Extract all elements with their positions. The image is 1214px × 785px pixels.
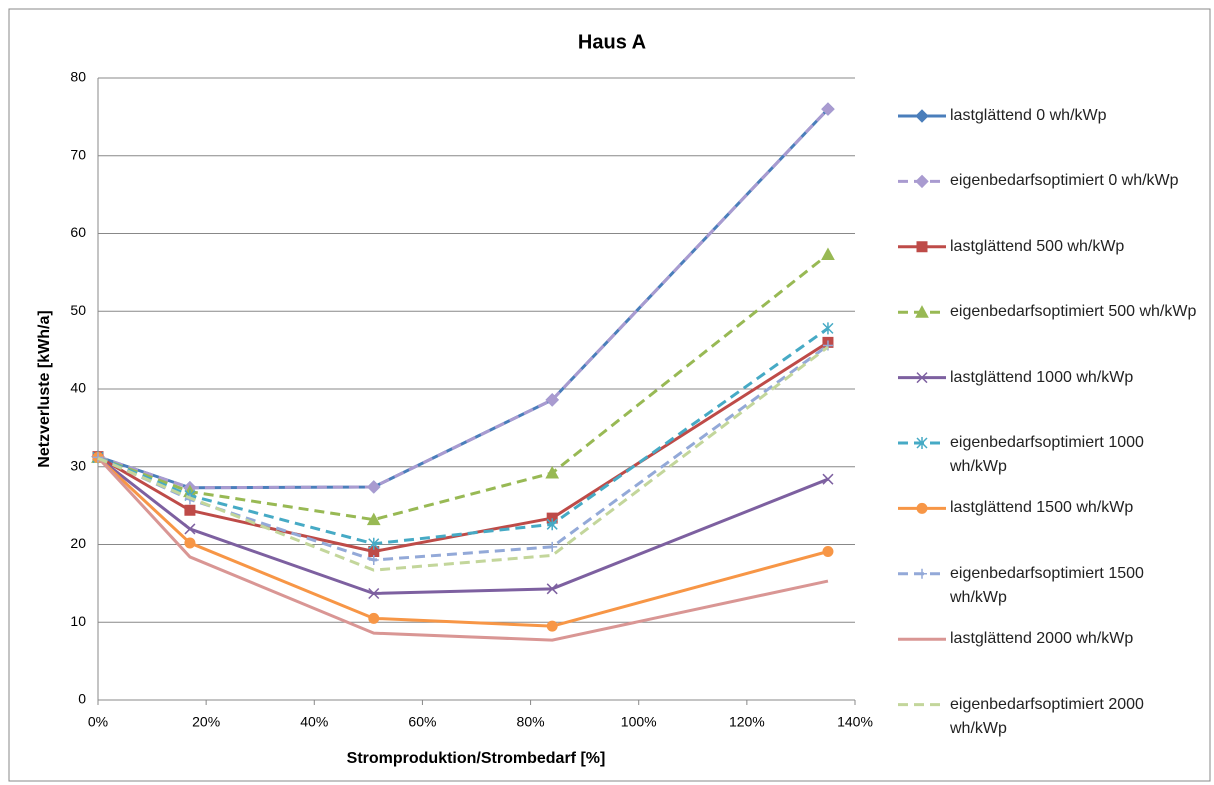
- legend-marker: [915, 174, 929, 189]
- y-axis-title: Netzverluste [kWh/a]: [36, 310, 53, 467]
- marker: [368, 587, 380, 600]
- legend-label: eigenbedarfsoptimiert 0 wh/kWp: [950, 172, 1179, 190]
- marker: [368, 612, 380, 624]
- x-tick-label: 140%: [837, 714, 873, 730]
- legend-label: lastglättend 0 wh/kWp: [950, 107, 1107, 124]
- legend-label: eigenbedarfsoptimiert 1500 wh/kWp: [950, 564, 1144, 606]
- series-line: [97, 345, 829, 572]
- marker: [546, 583, 558, 595]
- marker: [368, 537, 380, 550]
- legend-label: lastglättend 500 wh/kWp: [950, 237, 1125, 255]
- marker: [368, 545, 380, 557]
- x-tick-label: 120%: [729, 714, 765, 730]
- marker: [545, 393, 559, 407]
- marker: [822, 546, 834, 557]
- marker: [368, 555, 379, 566]
- legend-label: lastglättend 2000 wh/kWp: [950, 630, 1134, 648]
- marker: [821, 247, 835, 260]
- series-line: [96, 456, 829, 642]
- chart-title: Haus A: [578, 31, 646, 53]
- x-tick-label: 40%: [300, 714, 328, 730]
- x-tick-label: 100%: [621, 714, 657, 730]
- x-tick-label: 0%: [88, 714, 108, 730]
- legend-label: lastglättend 1500 wh/kWp: [950, 499, 1134, 517]
- legend-label: eigenbedarfsoptimiert 2000 wh/kWp: [950, 695, 1144, 737]
- y-tick-label: 60: [70, 224, 86, 240]
- legend-marker: [915, 109, 929, 123]
- y-tick-label: 30: [70, 457, 86, 473]
- legend-marker: [916, 372, 928, 384]
- marker: [545, 465, 560, 479]
- legend-label: eigenbedarfsoptimiert 500 wh/kWp: [950, 303, 1197, 321]
- marker: [184, 504, 196, 516]
- y-tick-label: 70: [70, 146, 86, 162]
- legend-marker: [916, 502, 928, 514]
- legend-marker: [915, 305, 929, 318]
- y-tick-label: 80: [70, 69, 86, 85]
- marker: [821, 102, 835, 116]
- marker: [184, 537, 196, 549]
- marker: [366, 512, 381, 526]
- legend-marker: [916, 437, 928, 449]
- series-line: [97, 253, 829, 522]
- marker: [547, 541, 558, 552]
- x-tick-label: 60%: [408, 714, 436, 730]
- marker: [822, 473, 834, 485]
- y-tick-label: 50: [70, 302, 86, 318]
- y-tick-label: 0: [78, 691, 86, 707]
- marker: [546, 620, 558, 632]
- y-tick-label: 20: [70, 535, 86, 551]
- y-tick-label: 40: [70, 380, 86, 396]
- x-tick-label: 20%: [192, 714, 220, 730]
- chart-border: [8, 8, 1211, 782]
- marker: [367, 480, 381, 494]
- y-tick-label: 10: [70, 613, 86, 629]
- marker: [184, 523, 196, 535]
- marker: [822, 322, 834, 335]
- x-axis-title: Stromproduktion/Strombedarf [%]: [347, 750, 606, 767]
- legend-marker: [917, 568, 927, 579]
- marker: [546, 518, 558, 531]
- x-tick-label: 80%: [517, 714, 545, 730]
- legend-label: eigenbedarfsoptimiert 1000 wh/kWp: [950, 434, 1144, 475]
- legend-marker: [916, 241, 928, 253]
- legend-label: lastglättend 1000 wh/kWp: [950, 368, 1134, 386]
